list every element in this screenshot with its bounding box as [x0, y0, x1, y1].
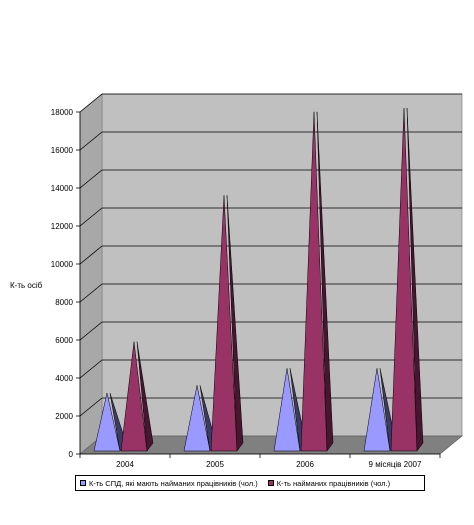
cone-face [210, 195, 238, 452]
y-tick-label: 16000 [51, 146, 74, 155]
cone-face [183, 385, 211, 452]
gridline-side [79, 283, 103, 303]
gridline-side [79, 169, 103, 189]
cone-marks [93, 107, 424, 452]
cone-2-2 [210, 195, 244, 452]
cone-face [363, 368, 391, 452]
y-tick-label: 0 [69, 450, 74, 459]
x-tick-labels: 2004 2005 2006 9 місяців 2007 [116, 460, 422, 469]
cone-2-1 [120, 341, 154, 452]
y-tick-label: 8000 [55, 298, 73, 307]
cone-side [316, 111, 334, 452]
y-tick-label: 2000 [55, 412, 73, 421]
legend-swatch-series-2 [267, 480, 274, 486]
gridline-side [79, 93, 103, 113]
legend-label-series-1: К-ть СПД, які мають найманих працівників… [89, 478, 258, 488]
legend-label-series-2: К-ть найманих працівників (чол.) [276, 478, 391, 488]
x-tick-label: 2005 [206, 460, 224, 469]
cone-face [273, 368, 301, 452]
gridline-side [79, 359, 103, 379]
cone-2-3 [300, 111, 334, 452]
legend: К-ть СПД, які мають найманих працівників… [75, 475, 425, 491]
cone-face [300, 111, 328, 452]
x-tick-label: 2006 [296, 460, 314, 469]
cone-side [136, 341, 154, 452]
gridline-side [79, 131, 103, 151]
cone-side [406, 107, 424, 452]
y-axis-label: К-ть осіб [10, 281, 43, 290]
cone-1-1 [93, 392, 127, 452]
y-tick-label: 4000 [55, 374, 73, 383]
gridline-side [79, 207, 103, 227]
side-wall [79, 93, 103, 455]
legend-item-series-2: К-ть найманих працівників (чол.) [267, 478, 391, 488]
legend-swatch-series-1 [80, 480, 86, 486]
legend-item-series-1: К-ть СПД, які мають найманих працівників… [80, 479, 258, 488]
cone-2-4 [390, 107, 424, 452]
gridline-side [79, 397, 103, 417]
cone-face [93, 392, 121, 452]
y-tick-labels: 0 2000 4000 6000 8000 10000 12000 14000 16000 180… [51, 108, 74, 459]
x-tick-label: 2004 [116, 460, 134, 469]
y-tick-label: 18000 [51, 108, 74, 117]
cone-face [120, 341, 148, 452]
gridline-side [79, 321, 103, 341]
axes [76, 111, 441, 458]
gridline-side [79, 245, 103, 265]
y-tick-label: 6000 [55, 336, 73, 345]
y-tick-label: 12000 [51, 222, 74, 231]
cone-face [390, 107, 418, 452]
y-tick-label: 14000 [51, 184, 74, 193]
y-tick-label: 10000 [51, 260, 74, 269]
cone-side [226, 195, 244, 452]
x-tick-label: 9 місяців 2007 [369, 460, 422, 469]
